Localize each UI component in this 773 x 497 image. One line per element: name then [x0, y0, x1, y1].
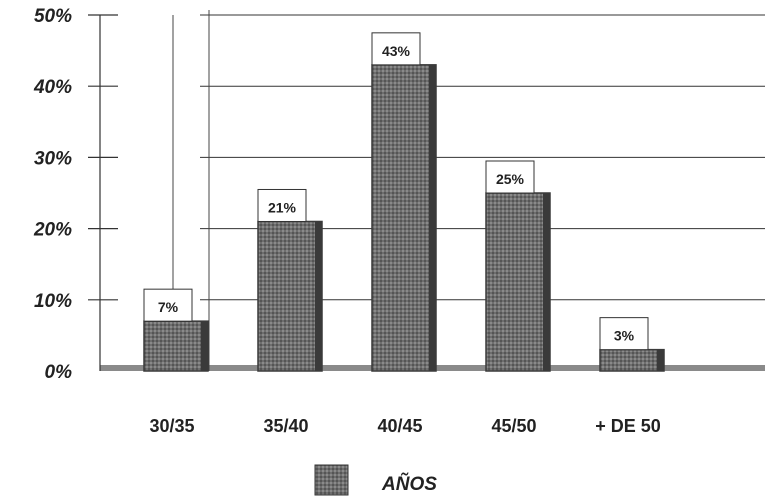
- bar: [599, 348, 665, 372]
- y-tick-label: 50%: [34, 6, 72, 27]
- x-tick-label: 40/45: [377, 416, 422, 436]
- y-tick-label: 0%: [45, 362, 73, 383]
- bar-side: [429, 64, 436, 371]
- data-label: 43%: [382, 43, 411, 59]
- y-tick-label: 20%: [33, 220, 72, 241]
- data-label: 3%: [614, 328, 635, 344]
- legend-label: AÑOS: [381, 473, 437, 495]
- x-tick-label: + DE 50: [595, 416, 661, 436]
- x-tick-label: 45/50: [491, 416, 536, 436]
- y-tick-label: 10%: [34, 291, 72, 312]
- bar-side: [201, 321, 208, 371]
- bar-side: [543, 193, 550, 371]
- data-label-box: [485, 160, 535, 194]
- data-label: 7%: [158, 299, 179, 315]
- legend-swatch: [314, 464, 349, 496]
- x-axis: 30/35 35/40 40/45 45/50 + DE 50: [149, 416, 660, 436]
- bar-side: [657, 349, 664, 371]
- y-tick-label: 30%: [34, 148, 72, 169]
- legend: AÑOS: [314, 464, 437, 496]
- data-labels: 7% 21% 43% 25% 3%: [143, 32, 649, 351]
- data-label: 25%: [496, 171, 525, 187]
- bar-side: [315, 221, 322, 371]
- y-tick-label: 40%: [33, 77, 72, 98]
- bar: [257, 220, 323, 372]
- bar: [143, 320, 209, 372]
- data-label: 21%: [268, 199, 297, 215]
- data-label-box: [371, 32, 421, 66]
- data-label-box: [257, 188, 307, 222]
- bar: [485, 192, 551, 372]
- x-tick-label: 35/40: [263, 416, 308, 436]
- x-tick-label: 30/35: [149, 416, 194, 436]
- data-label-box: [599, 317, 649, 351]
- bars: [143, 64, 665, 372]
- y-axis: 0% 10% 20% 30% 40% 50%: [33, 6, 210, 383]
- data-label-box: [143, 288, 193, 322]
- bar: [371, 64, 437, 372]
